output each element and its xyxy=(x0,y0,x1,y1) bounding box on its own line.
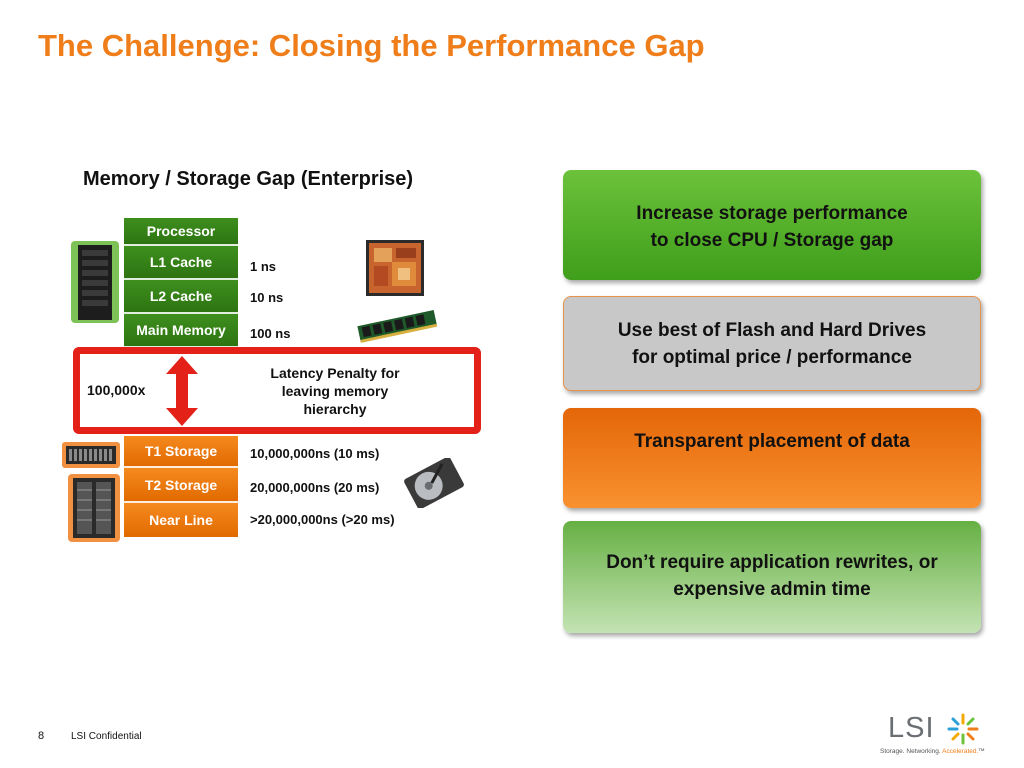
hard-drive-icon xyxy=(404,458,464,508)
card-increase-performance: Increase storage performance to close CPU… xyxy=(563,170,981,280)
double-arrow-icon xyxy=(166,356,198,426)
storage-cabinet-icon xyxy=(68,474,120,542)
page-number: 8 xyxy=(38,730,45,742)
tier-t2-storage: T2 Storage xyxy=(124,468,238,503)
latency-main-memory: 100 ns xyxy=(250,326,291,341)
logo-wordmark: LSI xyxy=(888,712,935,744)
latency-l1: 1 ns xyxy=(250,259,277,274)
gap-multiplier: 100,000x xyxy=(87,382,146,398)
latency-l2: 10 ns xyxy=(250,290,284,305)
tier-l2-cache: L2 Cache xyxy=(124,280,238,314)
latency-penalty-text: Latency Penalty for leaving memory hiera… xyxy=(270,365,400,417)
diagram-subtitle: Memory / Storage Gap (Enterprise) xyxy=(83,168,414,190)
footer-confidential: LSI Confidential xyxy=(71,731,142,742)
latency-near-line: >20,000,000ns (>20 ms) xyxy=(250,512,395,527)
tier-near-line: Near Line xyxy=(124,503,238,537)
tier-l1-cache: L1 Cache xyxy=(124,246,238,280)
lsi-logo: LSI Storage. Networking. Accelerated.™ xyxy=(880,712,1000,762)
latency-t2: 20,000,000ns (20 ms) xyxy=(250,480,380,495)
slide-title: The Challenge: Closing the Performance G… xyxy=(38,28,705,63)
tier-t1-storage: T1 Storage xyxy=(124,436,238,468)
card-transparent-placement: Transparent placement of data xyxy=(563,408,981,508)
latency-t1: 10,000,000ns (10 ms) xyxy=(250,446,380,461)
ram-module-icon xyxy=(357,310,438,343)
disk-array-icon xyxy=(62,442,120,468)
server-rack-icon xyxy=(71,241,119,323)
card-flash-hdd: Use best of Flash and Hard Drives for opt… xyxy=(563,296,981,391)
tier-processor: Processor xyxy=(124,218,238,246)
card-no-rewrites: Don’t require application rewrites, or ex… xyxy=(563,521,981,633)
cpu-chip-icon xyxy=(366,240,424,296)
tier-main-memory: Main Memory xyxy=(124,314,238,348)
latency-gap-box xyxy=(73,347,481,434)
logo-tagline: Storage. Networking. Accelerated.™ xyxy=(880,748,985,755)
starburst-icon xyxy=(947,713,979,745)
